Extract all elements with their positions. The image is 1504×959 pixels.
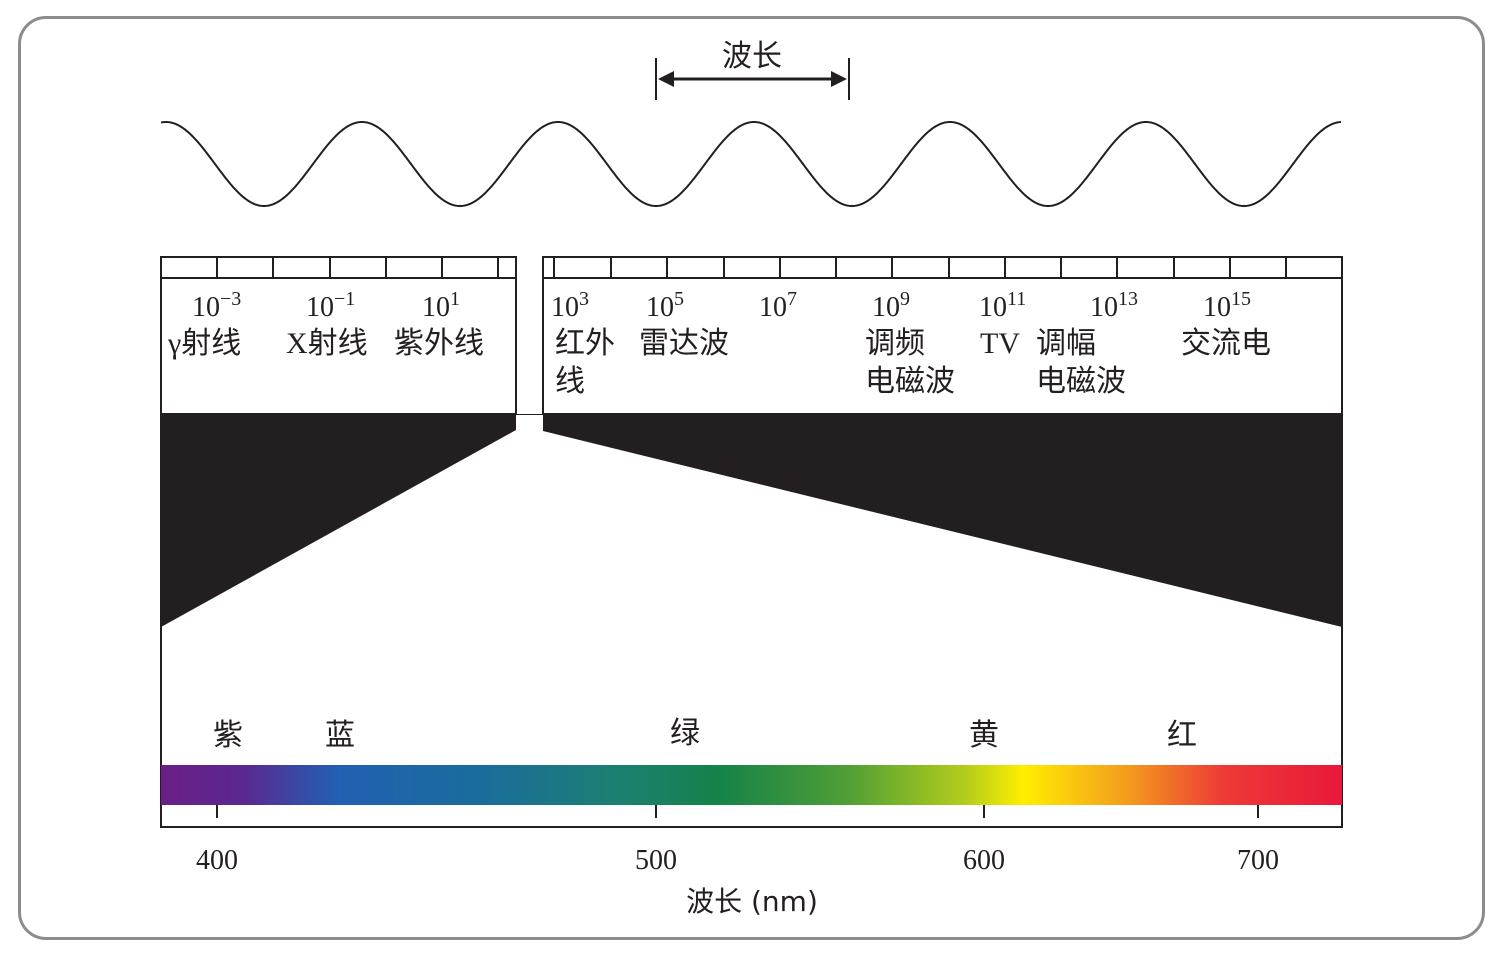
exponent-base: 10 (759, 292, 787, 323)
color-yellow: 黄 (969, 719, 999, 752)
sine-wave (160, 121, 1342, 207)
band-labels-left: γ射线 X射线 紫外线 (167, 327, 484, 360)
wavelength-axis: 400 500 600 700 波长 (nm) (196, 805, 1279, 918)
svg-text:10−1: 10−1 (306, 288, 355, 323)
color-labels: 紫 蓝 绿 黄 红 (213, 717, 1197, 752)
svg-text:105: 105 (646, 288, 684, 323)
exponent-value: 7 (787, 288, 797, 310)
band-fm-line2: 电磁波 (865, 365, 955, 398)
svg-text:1013: 1013 (1090, 288, 1138, 323)
exponent-labels-left: 10−3 10−1 101 (192, 288, 460, 323)
band-radar: 雷达波 (639, 327, 729, 360)
exponent-base: 10 (1090, 292, 1118, 323)
funnel-left (161, 415, 516, 627)
exponent-value: 11 (1007, 288, 1026, 310)
exponent-base: 10 (979, 292, 1007, 323)
color-blue: 蓝 (325, 719, 355, 752)
band-gamma-ray: γ射线 (167, 327, 241, 360)
band-infrared-line2: 线 (555, 365, 585, 398)
exponent-base: 10 (872, 292, 900, 323)
exponent-value: 15 (1231, 288, 1251, 310)
zoom-funnel (160, 414, 1343, 828)
exponent-value: 5 (674, 288, 684, 310)
band-x-ray: X射线 (286, 327, 368, 360)
svg-text:107: 107 (759, 288, 797, 323)
exponent-value: 13 (1118, 288, 1138, 310)
band-tv: TV (980, 327, 1020, 360)
upper-scale-right (542, 256, 1343, 415)
band-am-line2: 电磁波 (1036, 365, 1126, 398)
color-violet: 紫 (213, 719, 243, 752)
axis-title: 波长 (nm) (686, 885, 818, 918)
exponent-base: 10 (646, 292, 674, 323)
band-labels-right: 红外 线 雷达波 调频 电磁波 TV 调幅 电磁波 交流电 (555, 327, 1271, 398)
exponent-base: 10 (422, 292, 450, 323)
band-ultraviolet: 紫外线 (394, 327, 484, 360)
exponent-value: −1 (334, 288, 355, 310)
exponent-value: 3 (579, 288, 589, 310)
svg-text:101: 101 (422, 288, 460, 323)
wavelength-dimension: 波长 (655, 40, 850, 100)
visible-spectrum-bar (161, 765, 1342, 805)
svg-text:1011: 1011 (979, 288, 1026, 323)
exponent-value: 1 (450, 288, 460, 310)
color-green: 绿 (670, 717, 700, 750)
exponent-value: −3 (220, 288, 241, 310)
color-red: 红 (1167, 719, 1197, 752)
exponent-base: 10 (306, 292, 334, 323)
wavelength-label: 波长 (722, 40, 782, 73)
axis-tick-500: 500 (635, 845, 677, 876)
exponent-labels-right: 103 105 107 109 1011 1013 1015 (551, 288, 1251, 323)
axis-tick-600: 600 (963, 845, 1005, 876)
exponent-base: 10 (192, 292, 220, 323)
funnel-right (543, 415, 1342, 627)
svg-text:109: 109 (872, 288, 910, 323)
figure-frame (18, 16, 1485, 940)
exponent-base: 10 (1203, 292, 1231, 323)
axis-tick-400: 400 (196, 845, 238, 876)
band-fm-line1: 调频 (865, 327, 925, 360)
upper-scale-left (160, 256, 517, 415)
svg-text:10−3: 10−3 (192, 288, 241, 323)
band-infrared-line1: 红外 (555, 327, 615, 360)
exponent-base: 10 (551, 292, 579, 323)
svg-text:1015: 1015 (1203, 288, 1251, 323)
svg-text:103: 103 (551, 288, 589, 323)
exponent-value: 9 (900, 288, 910, 310)
band-am-line1: 调幅 (1036, 327, 1096, 360)
band-ac: 交流电 (1181, 327, 1271, 360)
axis-tick-700: 700 (1237, 845, 1279, 876)
